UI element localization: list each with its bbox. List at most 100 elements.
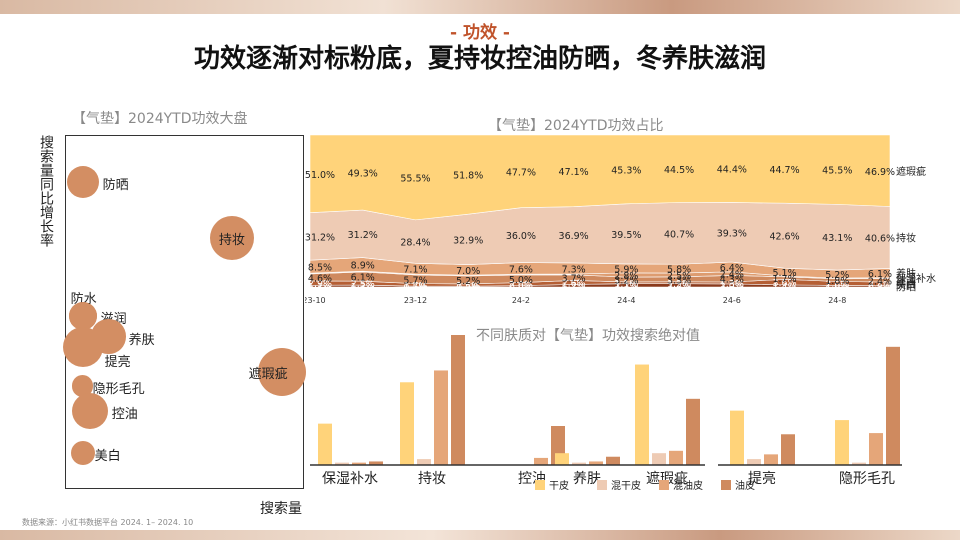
- area-value-label: 2.4%: [868, 276, 892, 287]
- area-value-label: 5.2%: [825, 270, 849, 281]
- area-value-label: 39.3%: [717, 228, 747, 239]
- bubble-chart-plot: 防晒持妆遮瑕疵防水滋润养肤提亮隐形毛孔控油美白: [62, 135, 306, 489]
- area-value-label: 44.5%: [664, 165, 694, 176]
- area-value-label: 2.5%: [667, 271, 691, 282]
- bottom-decorative-band: [0, 530, 960, 540]
- area-value-label: 7.0%: [456, 266, 480, 277]
- bubble-label: 隐形毛孔: [92, 381, 145, 397]
- bar-legend-swatch: [535, 480, 545, 490]
- bar: [764, 454, 778, 465]
- area-x-tick-label: 24-4: [617, 296, 635, 305]
- bubble-point: [62, 327, 103, 368]
- bar: [434, 370, 448, 465]
- area-x-tick-label: 23-10: [305, 296, 326, 305]
- area-value-label: 51.0%: [305, 170, 335, 181]
- area-value-label: 1.1%: [614, 279, 638, 290]
- area-value-label: 4.6%: [308, 273, 332, 284]
- bar: [686, 398, 700, 465]
- bar-legend-label: 混油皮: [673, 479, 703, 490]
- area-value-label: 2.2%: [614, 281, 638, 292]
- bar: [886, 346, 900, 465]
- area-value-label: 44.7%: [769, 165, 799, 176]
- bubble-x-axis-label: 搜索量: [260, 501, 302, 517]
- bar-category-label: 养肤: [573, 471, 601, 487]
- top-decorative-band: [0, 0, 960, 14]
- bar: [730, 410, 744, 465]
- area-value-label: 6.1%: [868, 269, 892, 280]
- bar-legend-label: 混干皮: [611, 479, 641, 490]
- area-value-label: 1.7%: [562, 282, 586, 293]
- bar: [400, 382, 414, 465]
- area-value-label: 47.1%: [559, 167, 589, 178]
- area-value-label: 0.5%: [456, 283, 480, 294]
- area-value-label: 45.5%: [822, 166, 852, 177]
- area-value-label: 5.8%: [667, 265, 691, 276]
- area-value-label: 1.8%: [825, 276, 849, 287]
- bar: [781, 434, 795, 465]
- area-value-label: 1.7%: [772, 274, 796, 285]
- area-value-label: 4.3%: [720, 275, 744, 286]
- bar: [852, 462, 866, 465]
- area-value-label: 2.4%: [720, 270, 744, 281]
- area-value-label: 2.4%: [868, 280, 892, 291]
- bar: [352, 462, 366, 465]
- bar-category-label: 持妆: [418, 471, 446, 487]
- data-source-note: 数据来源：小红书数据平台 2024. 1– 2024. 10: [22, 518, 194, 527]
- bubble-label: 控油: [111, 406, 138, 422]
- area-value-label: 42.6%: [769, 232, 799, 243]
- area-legend-label: 保湿补水: [896, 272, 936, 285]
- area-legend-label: 防晒: [896, 280, 916, 293]
- area-value-label: 5.2%: [456, 276, 480, 287]
- area-value-label: 31.2%: [305, 232, 335, 243]
- area-value-label: 2.5%: [351, 279, 375, 290]
- bubble-point: [257, 347, 306, 396]
- area-value-label: 5.1%: [772, 268, 796, 279]
- area-value-label: 6.1%: [351, 273, 375, 284]
- area-value-label: 47.7%: [506, 167, 536, 178]
- area-value-label: 3.7%: [562, 274, 586, 285]
- bar-legend-label: 干皮: [549, 479, 569, 490]
- bar: [869, 433, 883, 465]
- area-value-label: 49.3%: [348, 169, 378, 180]
- bar: [652, 453, 666, 465]
- bar: [589, 461, 603, 465]
- area-value-label: 1.3%: [720, 279, 744, 290]
- bar-legend-swatch: [659, 480, 669, 490]
- area-value-label: 0.5%: [403, 283, 427, 294]
- bar: [669, 450, 683, 465]
- area-x-tick-label: 23-12: [404, 296, 427, 305]
- area-value-label: 1.7%: [403, 281, 427, 292]
- area-value-label: 40.6%: [865, 233, 895, 244]
- area-series-band: [309, 134, 891, 221]
- area-chart: 1.1% 1.3% 0.5% 0.5% 0.9% 1.7% 2.2% 2.2% 2.0% 1.4%…: [305, 134, 936, 305]
- area-value-label: 28.4%: [400, 238, 430, 249]
- area-legend-label: 控油: [896, 274, 916, 287]
- bubble-point: [68, 301, 97, 330]
- area-legend-label: 遮瑕疵: [896, 165, 926, 178]
- bar: [369, 461, 383, 465]
- bar-category-label: 保湿补水: [322, 471, 378, 487]
- area-value-label: 7.1%: [403, 265, 427, 276]
- area-value-label: 0.9%: [509, 282, 533, 293]
- area-value-label: 46.9%: [865, 167, 895, 178]
- area-value-label: 5.7%: [403, 275, 427, 286]
- section-tag: - 功效 -: [450, 23, 510, 43]
- area-value-label: 2.0%: [509, 280, 533, 291]
- bubble-point: [71, 392, 108, 429]
- area-value-label: 1.2%: [667, 279, 691, 290]
- area-value-label: 3.6%: [772, 278, 796, 289]
- area-value-label: 3.3%: [667, 275, 691, 286]
- area-value-label: 2.6%: [562, 278, 586, 289]
- area-value-label: 45.3%: [611, 165, 641, 176]
- area-value-label: 43.1%: [822, 233, 852, 244]
- bar-category-label: 隐形毛孔: [839, 471, 895, 487]
- area-value-label: 7.6%: [509, 264, 533, 275]
- area-value-label: 3.2%: [614, 276, 638, 287]
- bar: [606, 456, 620, 465]
- area-value-label: 2.2%: [667, 281, 691, 292]
- bar-legend-label: 油皮: [735, 479, 755, 490]
- bar-category-label: 遮瑕疵: [646, 471, 688, 487]
- area-value-label: 1.5%: [456, 281, 480, 292]
- bubble-y-axis-label: 搜索量同比增长率: [38, 135, 54, 247]
- area-value-label: 2.0%: [720, 281, 744, 292]
